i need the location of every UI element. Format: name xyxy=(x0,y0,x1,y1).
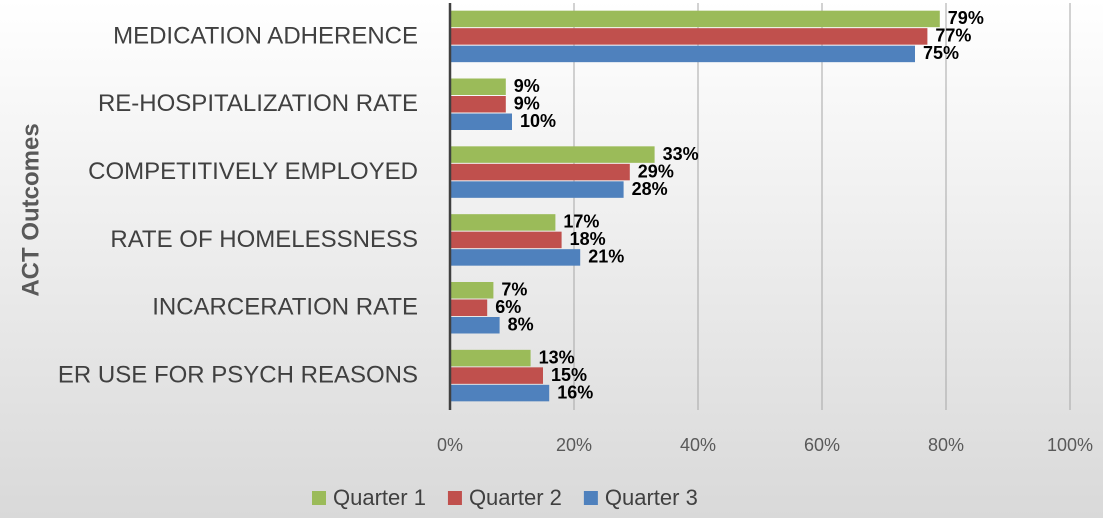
legend-label: Quarter 1 xyxy=(333,485,426,510)
data-label: 13% xyxy=(539,347,575,367)
data-label: 7% xyxy=(501,280,527,300)
bar xyxy=(450,367,543,384)
data-label: 33% xyxy=(663,144,699,164)
bar xyxy=(450,163,630,181)
data-label: 29% xyxy=(638,161,674,181)
data-label: 9% xyxy=(514,76,540,96)
x-tick-label: 20% xyxy=(556,435,592,455)
category-label: MEDICATION ADHERENCE xyxy=(113,22,418,49)
x-tick-label: 60% xyxy=(804,435,840,455)
bar xyxy=(450,10,940,28)
x-tick-label: 80% xyxy=(928,435,964,455)
bar xyxy=(450,299,488,316)
data-label: 10% xyxy=(520,111,556,131)
legend-label: Quarter 2 xyxy=(469,485,562,510)
bar xyxy=(450,282,494,299)
bar xyxy=(450,214,556,231)
bar xyxy=(450,45,915,63)
legend-swatch xyxy=(583,491,598,505)
data-label: 79% xyxy=(948,8,984,28)
x-tick-label: 100% xyxy=(1047,435,1093,455)
bar xyxy=(450,28,928,45)
category-label: RATE OF HOMELESSNESS xyxy=(110,226,418,253)
x-tick-label: 40% xyxy=(680,435,716,455)
category-label: ER USE FOR PSYCH REASONS xyxy=(58,361,418,388)
y-axis-title: ACT Outcomes xyxy=(17,123,44,296)
bar xyxy=(450,317,500,334)
bar xyxy=(450,78,506,95)
data-label: 8% xyxy=(508,315,534,335)
bar xyxy=(450,181,624,198)
data-label: 75% xyxy=(923,43,959,63)
legend-swatch xyxy=(447,491,462,505)
category-label: RE-HOSPITALIZATION RATE xyxy=(98,90,418,117)
data-label: 15% xyxy=(551,365,587,385)
category-label: INCARCERATION RATE xyxy=(152,294,418,321)
legend-swatch xyxy=(312,491,326,505)
x-tick-label: 0% xyxy=(437,435,463,455)
data-label: 6% xyxy=(495,297,521,317)
data-label: 18% xyxy=(570,229,606,249)
bar xyxy=(450,96,506,113)
data-label: 21% xyxy=(588,247,624,267)
legend-label: Quarter 3 xyxy=(605,485,698,510)
data-label: 77% xyxy=(935,26,971,46)
bar xyxy=(450,113,512,130)
bar xyxy=(450,146,655,163)
bar xyxy=(450,349,531,367)
bar xyxy=(450,384,550,402)
bar xyxy=(450,231,562,249)
bar xyxy=(450,249,581,266)
data-label: 17% xyxy=(563,212,599,232)
data-label: 9% xyxy=(514,94,540,114)
data-label: 28% xyxy=(632,179,668,199)
category-label: COMPETITIVELY EMPLOYED xyxy=(88,158,418,185)
data-label: 16% xyxy=(557,382,593,402)
